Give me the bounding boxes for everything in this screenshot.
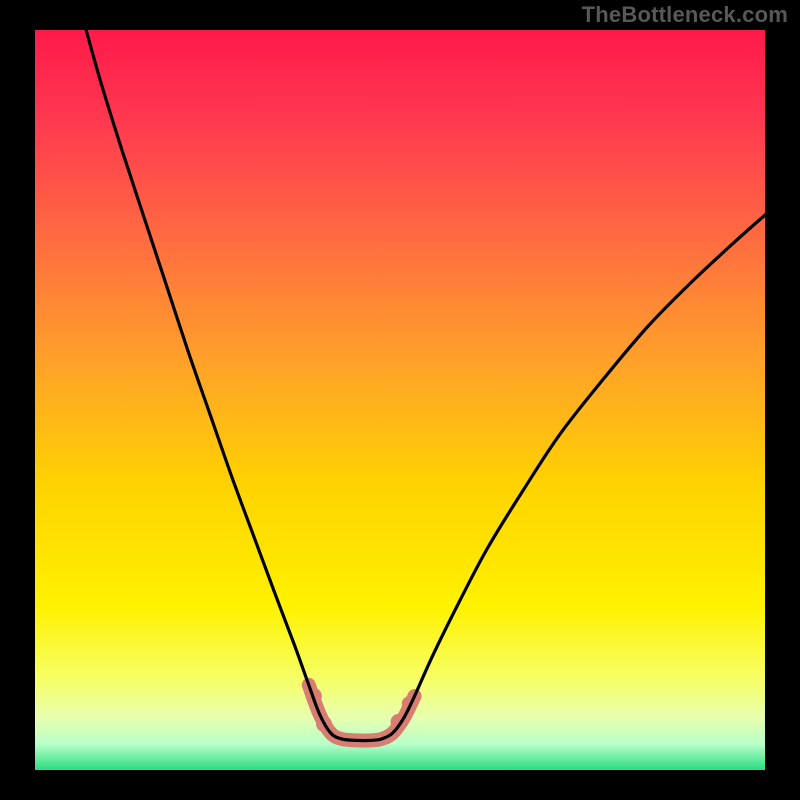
bottleneck-chart xyxy=(0,0,800,800)
chart-stage: TheBottleneck.com xyxy=(0,0,800,800)
watermark-text: TheBottleneck.com xyxy=(582,2,788,28)
plot-background xyxy=(35,30,765,770)
